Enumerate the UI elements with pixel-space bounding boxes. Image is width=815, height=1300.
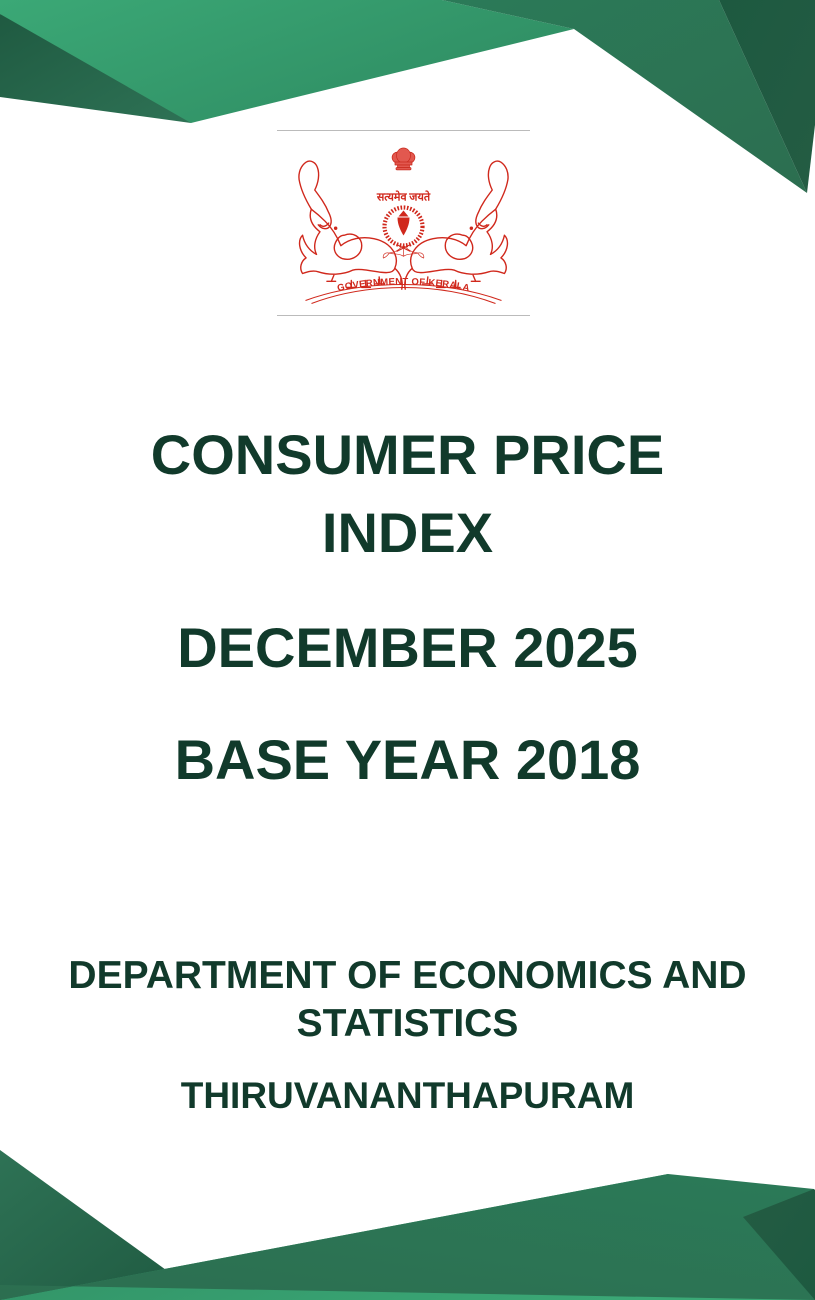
svg-text:सत्यमेव जयते: सत्यमेव जयते xyxy=(376,190,431,204)
